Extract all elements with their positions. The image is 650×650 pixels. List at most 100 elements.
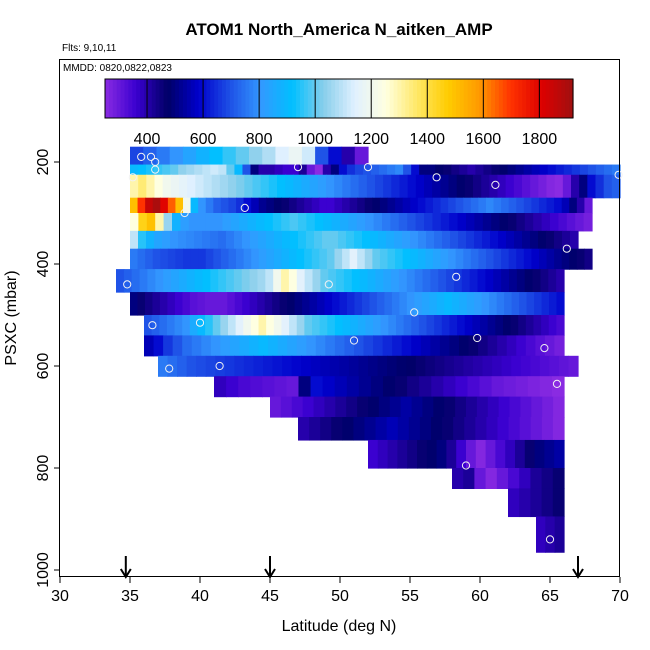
heatmap-cell <box>603 174 613 199</box>
heatmap-cell <box>384 292 393 316</box>
heatmap-cell <box>556 292 565 316</box>
heatmap-cell <box>595 164 605 176</box>
heatmap-cell <box>514 230 523 250</box>
heatmap-cell <box>443 376 456 398</box>
observation-point <box>432 173 441 182</box>
colorbar-swatch <box>136 79 141 118</box>
heatmap-cell <box>467 164 477 176</box>
heatmap-cell <box>188 213 198 232</box>
heatmap-cell <box>469 269 479 293</box>
observation-point <box>552 379 562 388</box>
heatmap-cell <box>446 439 457 469</box>
heatmap-cell <box>146 164 155 176</box>
heatmap-cell <box>506 335 517 357</box>
colorbar-swatch <box>194 79 200 118</box>
heatmap-cell <box>380 315 389 336</box>
heatmap-cell <box>530 468 543 489</box>
heatmap-cell <box>351 269 361 293</box>
observation-point <box>123 280 132 289</box>
heatmap-cell <box>501 197 510 214</box>
heatmap-cell <box>497 174 507 199</box>
heatmap-cell <box>448 248 457 270</box>
colorbar-swatch <box>545 79 551 118</box>
heatmap-cell <box>334 248 343 270</box>
colorbar-swatch <box>389 79 395 118</box>
x-tick-label: 70 <box>611 588 629 605</box>
observation-point <box>195 318 205 327</box>
heatmap-cell <box>346 396 358 418</box>
heatmap-cell <box>508 468 520 489</box>
heatmap-cell <box>213 197 222 214</box>
heatmap-cell <box>395 197 404 214</box>
heatmap-cell <box>524 213 534 232</box>
heatmap-cell <box>166 315 176 336</box>
heatmap-cell <box>343 269 353 293</box>
heatmap-cell <box>519 468 531 489</box>
heatmap-cell <box>298 376 312 398</box>
heatmap-cell <box>354 164 364 176</box>
heatmap-cell <box>417 248 426 270</box>
heatmap-cell <box>342 197 351 214</box>
colorbar-swatch <box>428 79 434 118</box>
heatmap-cell <box>265 269 274 293</box>
heatmap-cell <box>511 355 522 377</box>
heatmap-cell <box>487 396 500 418</box>
latitude-arrow <box>264 556 276 579</box>
heatmap-cell <box>464 315 473 336</box>
heatmap-cell <box>275 146 290 166</box>
heatmap-cell <box>354 230 363 250</box>
heatmap-cell <box>487 315 496 336</box>
heatmap-cell <box>541 213 551 232</box>
heatmap-cell <box>546 174 556 199</box>
colorbar-swatch <box>190 79 196 118</box>
colorbar-tick-label: 800 <box>246 131 273 148</box>
heatmap-cell <box>239 213 249 232</box>
colorbar-swatch <box>518 79 523 118</box>
heatmap-cell <box>242 292 251 316</box>
heatmap-cell <box>553 396 565 418</box>
colorbar-swatch <box>186 79 192 118</box>
heatmap-cell <box>330 164 340 176</box>
heatmap-cell <box>435 164 444 176</box>
heatmap-cell <box>474 292 483 316</box>
heatmap-cell <box>523 164 533 176</box>
heatmap-cell <box>562 230 571 250</box>
heatmap-cell <box>533 213 543 232</box>
heatmap-cell <box>603 164 613 176</box>
heatmap-cell <box>219 174 229 199</box>
colorbar-tick-label: 1000 <box>297 131 333 148</box>
heatmap-cell <box>515 164 525 176</box>
heatmap-cell <box>244 174 254 199</box>
heatmap-cell <box>482 355 493 377</box>
heatmap-cell <box>274 230 283 250</box>
heatmap-cell <box>242 230 251 250</box>
heatmap-cell <box>238 376 251 398</box>
heatmap-cell <box>373 213 383 232</box>
heatmap-cell <box>197 213 207 232</box>
heatmap-cell <box>379 164 388 176</box>
heatmap-cell <box>386 230 395 250</box>
heatmap-cell <box>456 439 467 469</box>
colorbar-swatch <box>362 79 367 118</box>
heatmap-cell <box>501 355 512 377</box>
heatmap-cell <box>432 197 442 214</box>
heatmap-cell <box>519 417 532 441</box>
heatmap-cell <box>170 230 179 250</box>
colorbar-swatch <box>112 79 118 118</box>
heatmap-cell <box>430 335 441 357</box>
heatmap-cell <box>203 174 213 199</box>
heatmap-cell <box>138 174 147 199</box>
heatmap-cell <box>211 174 221 199</box>
heatmap-cell <box>576 197 586 214</box>
heatmap-cell <box>282 164 292 176</box>
heatmap-cell <box>312 269 321 293</box>
heatmap-cell <box>194 164 203 176</box>
heatmap-cell <box>479 376 493 398</box>
heatmap-cell <box>485 439 496 469</box>
heatmap-cell <box>563 164 573 176</box>
heatmap-cell <box>155 213 165 232</box>
colorbar-swatch <box>436 79 441 118</box>
heatmap-cell <box>546 230 555 250</box>
heatmap-cell <box>281 269 290 293</box>
heatmap-cell <box>541 468 554 489</box>
